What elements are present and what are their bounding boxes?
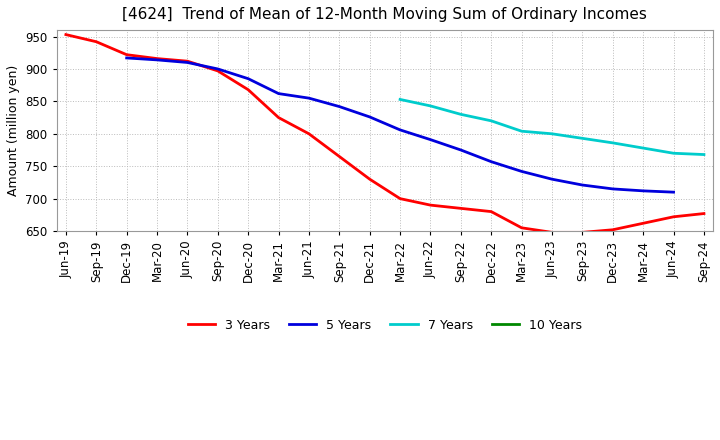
5 Years [426,137,435,142]
7 Years [578,136,587,141]
5 Years [183,60,192,65]
7 Years [456,112,465,117]
3 Years [518,225,526,231]
3 Years [487,209,495,214]
3 Years [92,39,101,44]
3 Years [396,196,405,201]
3 Years [578,230,587,235]
5 Years [366,114,374,120]
Title: [4624]  Trend of Mean of 12-Month Moving Sum of Ordinary Incomes: [4624] Trend of Mean of 12-Month Moving … [122,7,647,22]
3 Years [456,206,465,211]
3 Years [153,56,161,61]
5 Years [578,183,587,188]
3 Years [305,131,313,136]
Line: 7 Years: 7 Years [400,99,704,154]
3 Years [608,227,617,232]
Line: 5 Years: 5 Years [127,58,673,192]
3 Years [274,115,283,120]
7 Years [426,103,435,109]
7 Years [518,128,526,134]
7 Years [669,150,678,156]
7 Years [396,97,405,102]
7 Years [639,146,647,151]
3 Years [639,220,647,226]
5 Years [608,186,617,191]
7 Years [608,140,617,146]
7 Years [487,118,495,124]
3 Years [122,52,131,57]
5 Years [214,66,222,72]
Y-axis label: Amount (million yen): Amount (million yen) [7,65,20,196]
3 Years [183,59,192,64]
3 Years [548,230,557,235]
5 Years [153,57,161,62]
5 Years [548,176,557,182]
5 Years [396,127,405,132]
Legend: 3 Years, 5 Years, 7 Years, 10 Years: 3 Years, 5 Years, 7 Years, 10 Years [183,314,588,337]
3 Years [700,211,708,216]
Line: 3 Years: 3 Years [66,35,704,232]
5 Years [639,188,647,194]
3 Years [366,176,374,182]
5 Years [305,95,313,101]
3 Years [426,202,435,208]
7 Years [700,152,708,157]
3 Years [244,87,253,92]
3 Years [669,214,678,220]
3 Years [335,154,343,159]
5 Years [518,169,526,174]
7 Years [548,131,557,136]
3 Years [62,32,71,37]
5 Years [122,55,131,61]
5 Years [274,91,283,96]
5 Years [335,104,343,109]
3 Years [214,68,222,73]
5 Years [487,159,495,164]
5 Years [244,76,253,81]
5 Years [456,147,465,153]
5 Years [669,190,678,195]
